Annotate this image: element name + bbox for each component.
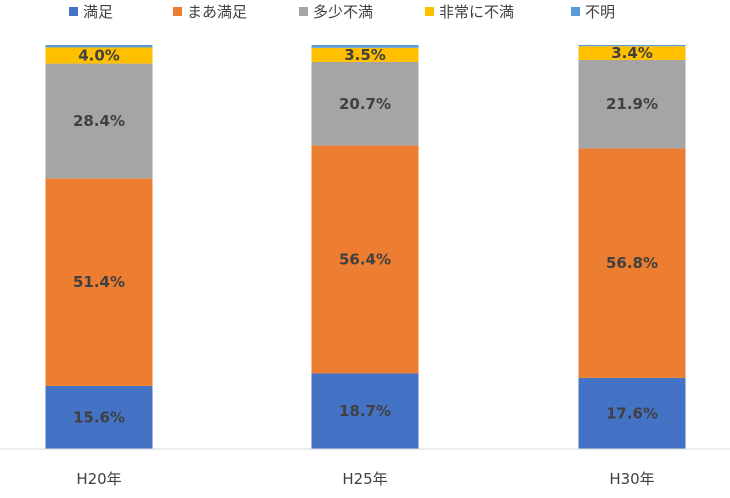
data-label: 3.5% bbox=[344, 46, 386, 64]
data-label: 17.6% bbox=[606, 404, 658, 422]
legend-label: 不明 bbox=[585, 3, 615, 21]
legend: 満足 まあ満足 多少不満 非常に不満 不明 bbox=[69, 3, 615, 21]
bar-segment bbox=[45, 45, 153, 48]
bar-segment bbox=[45, 47, 153, 64]
data-label: 51.4% bbox=[73, 273, 125, 291]
bar-segment bbox=[311, 47, 419, 62]
bar-segment bbox=[578, 46, 686, 60]
data-label: 56.4% bbox=[339, 251, 391, 269]
bar-segment bbox=[45, 385, 153, 449]
bar-segment bbox=[578, 45, 686, 47]
x-tick-label: H25年 bbox=[342, 470, 387, 488]
data-label: 15.6% bbox=[73, 408, 125, 426]
data-label: 18.7% bbox=[339, 402, 391, 420]
bars bbox=[45, 45, 686, 449]
data-label: 28.4% bbox=[73, 112, 125, 130]
bar-segment bbox=[45, 63, 153, 179]
legend-swatch bbox=[69, 7, 78, 16]
bar-segment bbox=[311, 373, 419, 449]
data-label: 4.0% bbox=[78, 47, 120, 65]
data-labels: 15.6% 51.4% 28.4% 4.0% 18.7% 56.4% 20.7% 3.5% 17… bbox=[73, 44, 658, 426]
bar-segment bbox=[45, 178, 153, 386]
legend-swatch bbox=[299, 7, 308, 16]
data-label: 56.8% bbox=[606, 254, 658, 272]
x-axis-ticks: H20年 H25年 H30年 bbox=[76, 470, 654, 488]
data-label: 3.4% bbox=[611, 44, 653, 62]
legend-label: まあ満足 bbox=[187, 3, 247, 21]
data-label: 20.7% bbox=[339, 95, 391, 113]
legend-label: 非常に不満 bbox=[439, 3, 514, 21]
bar-segment bbox=[311, 61, 419, 146]
bar-segment bbox=[578, 59, 686, 149]
bar-segment bbox=[311, 145, 419, 374]
legend-label: 満足 bbox=[83, 3, 113, 21]
bar-segment bbox=[578, 148, 686, 378]
legend-swatch bbox=[173, 7, 182, 16]
x-tick-label: H20年 bbox=[76, 470, 121, 488]
legend-swatch bbox=[571, 7, 580, 16]
legend-swatch bbox=[425, 7, 434, 16]
x-tick-label: H30年 bbox=[609, 470, 654, 488]
bar-segment bbox=[311, 45, 419, 48]
bar-segment bbox=[578, 377, 686, 449]
data-label: 21.9% bbox=[606, 95, 658, 113]
legend-label: 多少不満 bbox=[313, 3, 373, 21]
